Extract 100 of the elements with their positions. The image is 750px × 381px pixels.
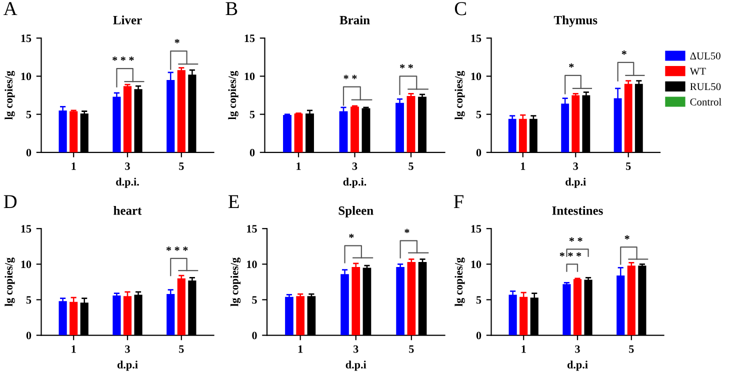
chart-title: Thymus [554,16,598,27]
y-tick-label: 0 [252,332,257,340]
y-axis-title: lg copies/g [4,70,15,120]
x-tick-label: 3 [354,345,358,353]
x-axis-title: d.p.i [346,360,366,371]
bar [396,102,404,152]
bar [624,84,632,152]
bar [572,95,580,152]
x-tick-label: 1 [72,162,76,170]
text: D [4,195,17,208]
chart-title: Brain [340,16,370,24]
text: F [454,195,464,208]
bar [70,111,78,152]
annotation: * * * [560,252,582,257]
bar [508,294,517,336]
y-tick-label: 15 [471,225,482,233]
annotation: * [624,235,630,240]
chart-title: Liver [113,16,142,24]
bar [396,267,404,336]
bar [573,279,582,336]
y-tick-label: 5 [252,296,257,304]
y-tick-label: 15 [471,34,482,42]
x-tick-label: 5 [626,162,631,170]
bar [294,114,303,152]
y-tick-label: 15 [21,34,32,42]
y-axis-title: lg copies/g [454,258,465,306]
bar [166,294,175,336]
x-tick-label: 5 [629,345,634,353]
x-tick-label: 3 [125,345,130,353]
text: E [228,195,239,208]
annotation: * [622,50,626,55]
bar [177,70,186,152]
annotation: * [174,39,180,44]
legend-label: Control [690,98,722,106]
chart-title: Intestines [552,206,603,215]
legend-label: ΔUL50 [690,52,720,60]
annotation: * * * [166,246,188,251]
x-tick-label: 1 [522,345,526,353]
x-axis-title: d.p.i [117,360,138,371]
y-tick-label: 5 [26,296,32,304]
bar [123,86,132,152]
bar [406,96,416,152]
y-tick-label: 10 [21,260,32,268]
y-tick-label: 5 [250,110,255,118]
bar [58,301,67,336]
y-tick-label: 0 [476,332,482,340]
x-tick-label: 5 [179,162,184,170]
annotation: * [569,63,574,68]
bar [562,284,571,336]
bar [350,106,359,152]
y-tick-label: 0 [250,148,255,156]
y-axis-title: lg copies/g [454,70,465,120]
y-tick-label: 5 [476,296,482,304]
legend-label: RUL50 [690,83,721,90]
text: A [3,2,18,16]
annotation: * * [344,74,357,80]
x-tick-label: 5 [409,345,414,353]
y-axis-title: lg copies/g [230,258,241,306]
x-axis-title: d.p.i [566,178,586,188]
y-tick-label: 0 [26,148,32,156]
bar [58,110,67,152]
bar [177,278,186,336]
x-tick-label: 1 [296,162,301,170]
x-axis-title: d.p.i. [343,178,366,188]
bar [508,118,516,152]
y-tick-label: 10 [21,72,32,80]
text: C [454,2,466,16]
bar [296,296,304,336]
x-tick-label: 1 [72,345,76,353]
bar [285,296,294,336]
y-tick-label: 10 [471,260,482,268]
bar [627,266,636,336]
chart-title: heart [114,206,142,215]
annotation: * * [569,237,582,242]
y-tick-label: 0 [476,148,482,156]
y-tick-label: 10 [244,72,255,80]
y-tick-label: 15 [247,225,257,233]
y-tick-label: 15 [244,34,255,42]
x-tick-label: 3 [352,162,358,170]
bar [407,262,416,336]
bar [518,118,527,152]
annotation: * * * [112,56,134,61]
y-tick-label: 10 [247,260,257,268]
text: B [226,2,238,16]
x-tick-label: 1 [521,162,526,170]
y-tick-label: 5 [26,110,32,118]
x-axis-title: d.p.i. [116,178,139,188]
bar [352,267,360,336]
annotation: * * [400,64,413,68]
annotation: * [349,234,354,238]
y-axis-title: lg copies/g [4,258,15,306]
y-tick-label: 10 [471,72,482,80]
bar [112,295,121,336]
x-tick-label: 5 [408,162,414,170]
y-tick-label: 0 [26,332,32,340]
x-tick-label: 1 [298,345,303,353]
x-tick-label: 3 [573,162,578,170]
y-tick-label: 5 [476,110,482,118]
bar [339,111,348,152]
x-tick-label: 3 [575,345,580,353]
